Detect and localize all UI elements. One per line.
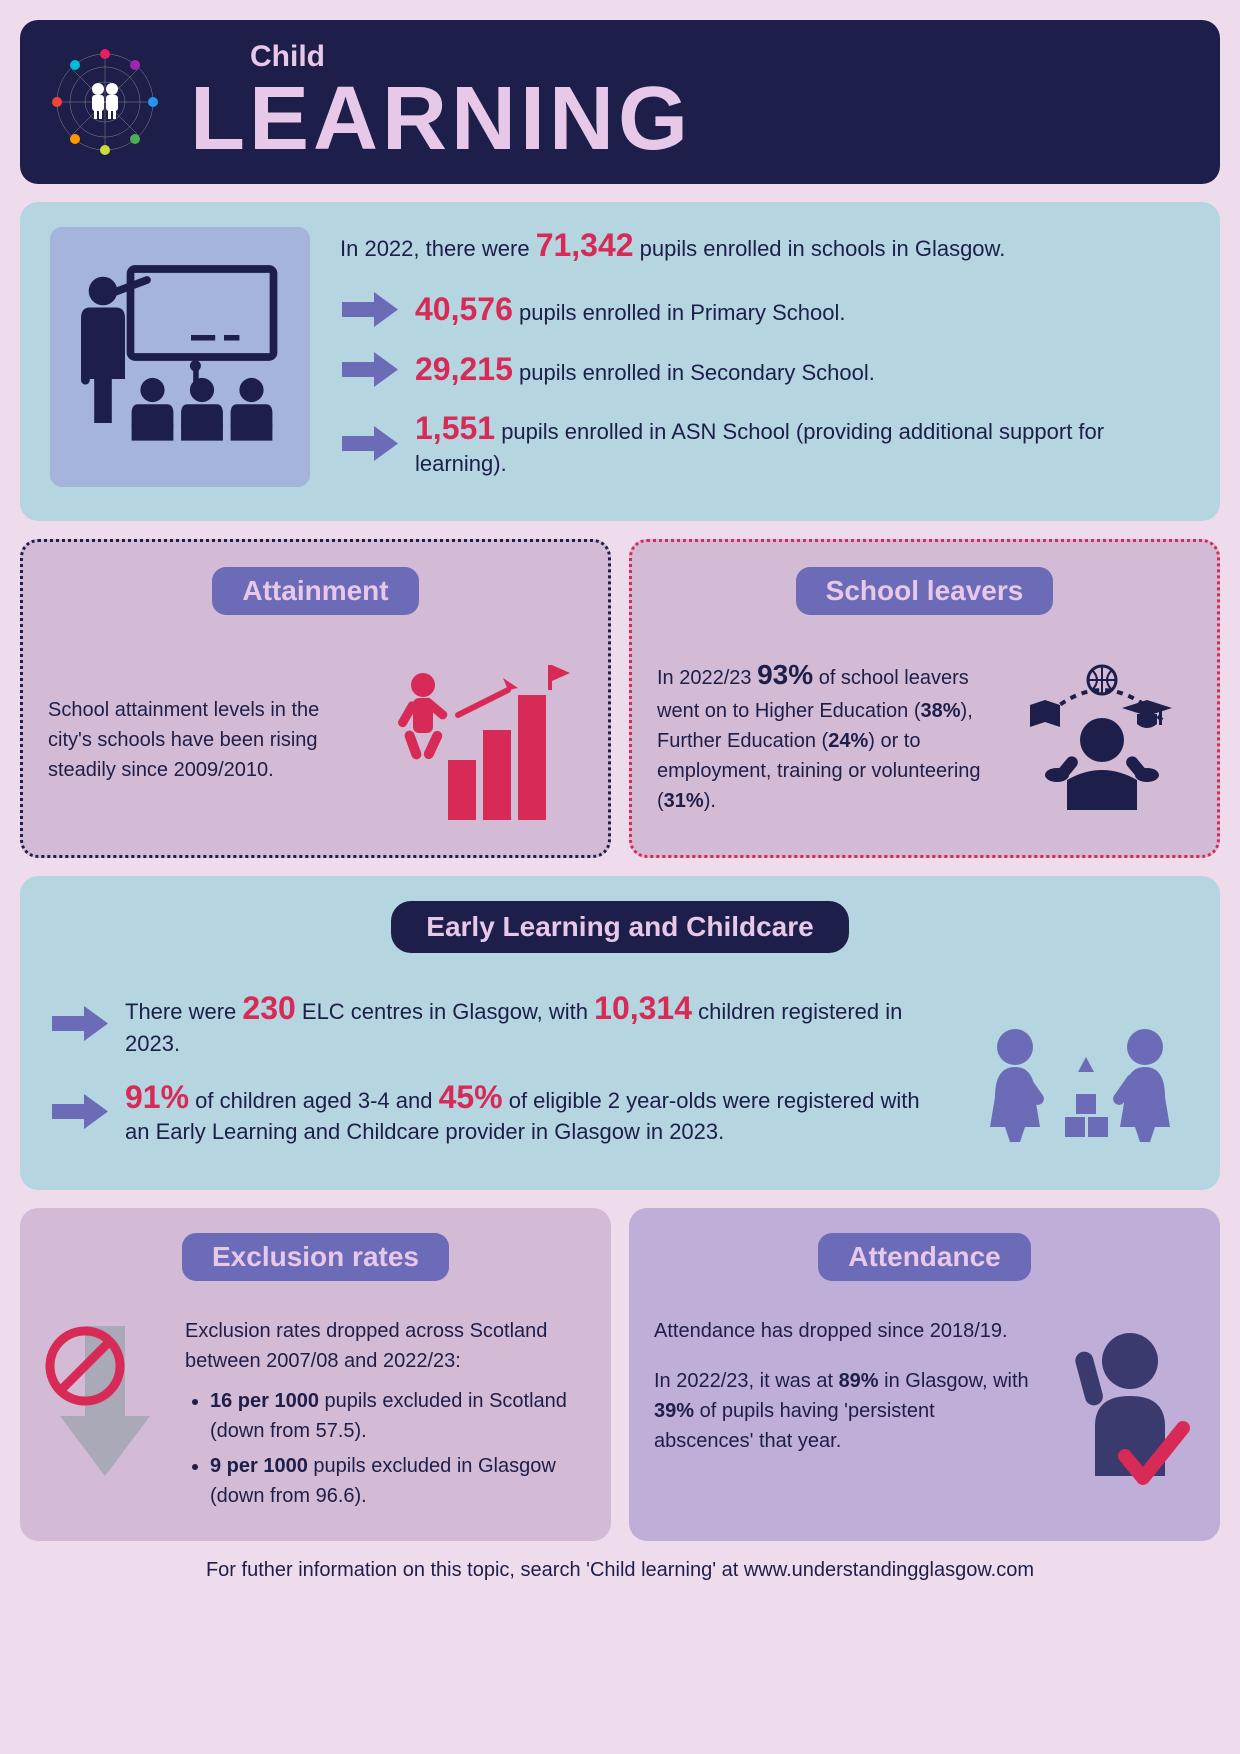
children-playing-icon [970,1002,1190,1152]
arrow-right-icon [340,292,400,327]
enrollment-stat: 40,576 pupils enrolled in Primary School… [340,289,1190,331]
arrow-right-icon [50,1094,110,1129]
attendance-line2: In 2022/23, it was at 89% in Glasgow, wi… [654,1366,1035,1456]
attendance-line1: Attendance has dropped since 2018/19. [654,1316,1035,1346]
leavers-text: In 2022/23 93% of school leavers went on… [657,654,992,816]
exclusion-bullet: 9 per 1000 pupils excluded in Glasgow (d… [210,1451,586,1511]
elc-stat: 91% of children aged 3-4 and 45% of elig… [50,1077,950,1147]
no-down-arrow-icon [45,1316,165,1496]
arrow-right-icon [340,352,400,387]
elc-panel: Early Learning and Childcare There were … [20,876,1220,1189]
elc-stat: There were 230 ELC centres in Glasgow, w… [50,988,950,1058]
exclusion-heading: Exclusion rates [182,1233,449,1281]
school-leavers-panel: School leavers In 2022/23 93% of school … [629,539,1220,858]
network-logo-icon [50,47,160,157]
footer-text: For futher information on this topic, se… [20,1559,1220,1582]
growth-chart-icon [383,650,583,830]
attainment-text: School attainment levels in the city's s… [48,695,363,785]
exclusion-panel: Exclusion rates Exclusion rates dropped … [20,1208,611,1541]
attainment-panel: Attainment School attainment levels in t… [20,539,611,858]
exclusion-intro: Exclusion rates dropped across Scotland … [185,1316,586,1376]
education-destinations-icon [1012,650,1192,820]
elc-heading: Early Learning and Childcare [391,901,848,953]
enrollment-stat: 1,551 pupils enrolled in ASN School (pro… [340,408,1190,478]
teacher-classroom-icon [50,227,310,487]
exclusion-bullet: 16 per 1000 pupils excluded in Scotland … [210,1386,586,1446]
attendance-check-icon [1055,1316,1195,1496]
arrow-right-icon [50,1006,110,1041]
attendance-panel: Attendance Attendance has dropped since … [629,1208,1220,1541]
arrow-right-icon [340,426,400,461]
enrollment-intro: In 2022, there were 71,342 pupils enroll… [340,227,1190,264]
leavers-heading: School leavers [796,567,1054,615]
enrollment-stat: 29,215 pupils enrolled in Secondary Scho… [340,349,1190,391]
header-title: LEARNING [190,74,1190,164]
header-banner: Child LEARNING [20,20,1220,184]
attainment-heading: Attainment [212,567,418,615]
enrollment-panel: In 2022, there were 71,342 pupils enroll… [20,202,1220,521]
attendance-heading: Attendance [818,1233,1030,1281]
